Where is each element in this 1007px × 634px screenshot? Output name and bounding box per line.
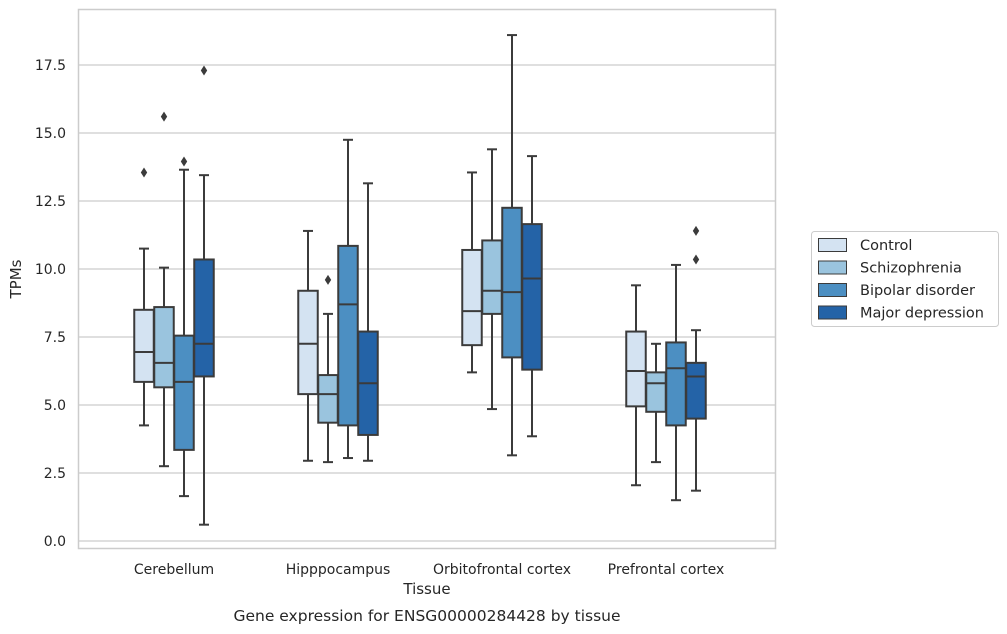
outlier-point: [200, 65, 208, 76]
legend-swatch: [818, 305, 847, 320]
legend-label: Bipolar disorder: [860, 283, 975, 299]
y-tick-label: 10.0: [35, 262, 66, 278]
x-axis-label: Tissue: [402, 580, 450, 598]
plot-area-frame: [77, 8, 777, 550]
legend-swatch: [818, 283, 847, 297]
box: [297, 289, 319, 396]
outlier-point: [692, 225, 700, 236]
legend-label: Schizophrenia: [860, 261, 962, 277]
x-tick-label: Cerebellum: [134, 562, 214, 578]
x-tick-labels: Cerebellum Hipppocampus Orbitofrontal cort…: [134, 562, 724, 578]
outlier-point: [180, 156, 188, 167]
chart-caption: Gene expression for ENSG00000284428 by t…: [233, 607, 620, 625]
legend-frame: [811, 231, 999, 327]
legend: Control Schizophrenia Bipolar disorder Majo…: [811, 231, 999, 327]
series-bipolar-disorder: [173, 34, 687, 502]
legend-swatch: [818, 238, 847, 252]
y-tick-label: 2.5: [44, 466, 66, 482]
x-tick-label: Hipppocampus: [286, 562, 391, 578]
legend-label: Control: [860, 238, 912, 254]
legend-swatch: [818, 260, 847, 275]
box: [665, 341, 687, 427]
y-axis-label: TPMs: [7, 259, 25, 299]
box: [461, 248, 483, 347]
box: [645, 371, 667, 413]
box: [501, 206, 523, 359]
outlier-point: [160, 111, 168, 122]
y-tick-labels: 0.0 2.5 5.0 7.5 10.0 12.5 15.0 17.5: [35, 58, 66, 550]
y-tick-label: 17.5: [35, 58, 66, 74]
x-tick-label: Orbitofrontal cortex: [433, 562, 571, 578]
box: [193, 258, 215, 378]
box: [133, 308, 155, 383]
box: [153, 306, 175, 389]
box: [685, 361, 707, 420]
outlier-point: [324, 274, 332, 285]
box: [521, 223, 543, 371]
series-schizophrenia: [153, 111, 667, 468]
box-series-group: [133, 34, 707, 526]
box: [481, 239, 503, 315]
x-tick-label: Prefrontal cortex: [608, 562, 725, 578]
y-tick-label: 0.0: [44, 534, 66, 550]
box: [337, 244, 359, 427]
y-tick-label: 15.0: [35, 126, 66, 142]
box: [173, 334, 195, 451]
y-tick-label: 5.0: [44, 398, 66, 414]
series-major-depression: [193, 65, 707, 526]
outlier-point: [140, 167, 148, 178]
outlier-point: [692, 254, 700, 265]
box: [317, 374, 339, 424]
box: [625, 330, 647, 408]
y-tick-label: 12.5: [35, 194, 66, 210]
y-tick-label: 7.5: [44, 330, 66, 346]
legend-label: Major depression: [860, 306, 984, 322]
